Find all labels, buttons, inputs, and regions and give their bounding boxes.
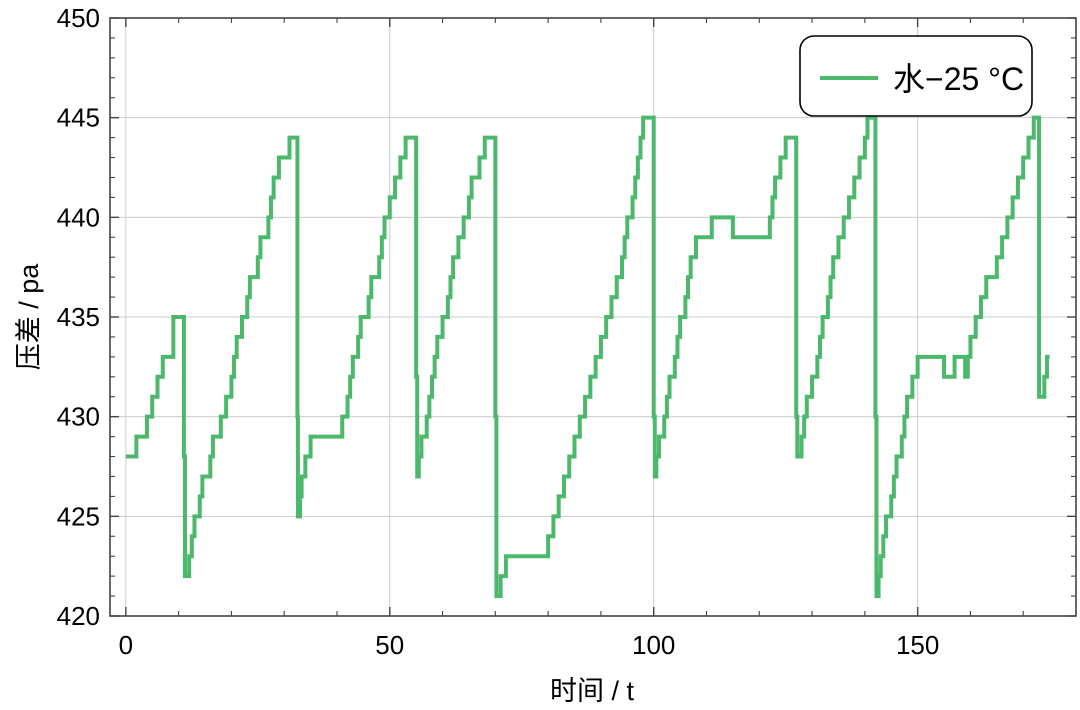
y-tick-label: 420: [57, 601, 100, 631]
x-tick-label: 0: [119, 630, 133, 660]
y-tick-label: 435: [57, 302, 100, 332]
y-axis-label: 压差 / pa: [14, 263, 44, 371]
y-tick-label: 425: [57, 501, 100, 531]
series-layer: [125, 115, 1050, 599]
y-tick-label: 450: [57, 3, 100, 33]
tick-labels: 0 50 100 150 420 425 430 435 440 445 450: [57, 3, 940, 660]
legend-box: [799, 35, 1033, 117]
x-tick-label: 100: [632, 630, 675, 660]
legend: 水−25 °C: [799, 35, 1033, 117]
legend-label: 水−25 °C: [893, 61, 1024, 97]
y-tick-label: 440: [57, 202, 100, 232]
series-line-0: [125, 115, 1050, 599]
y-tick-label: 430: [57, 402, 100, 432]
y-tick-label: 445: [57, 103, 100, 133]
x-tick-label: 50: [375, 630, 404, 660]
axis-ticks: [110, 17, 1077, 617]
x-tick-label: 150: [896, 630, 939, 660]
x-axis-label: 时间 / t: [550, 676, 635, 706]
